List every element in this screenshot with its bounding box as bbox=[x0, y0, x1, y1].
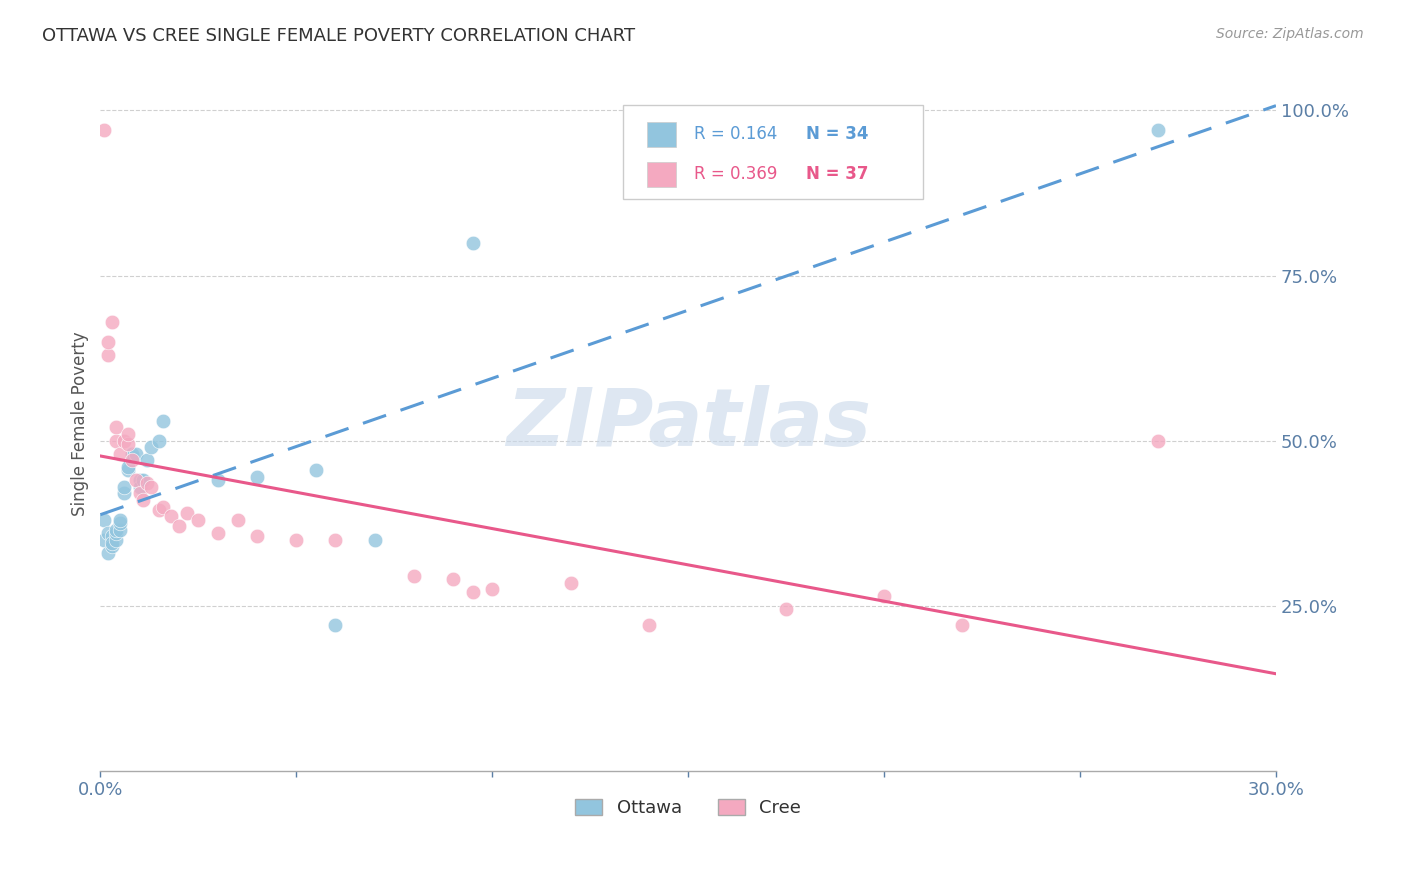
Point bbox=[441, 572, 464, 586]
Point bbox=[128, 480, 150, 494]
FancyBboxPatch shape bbox=[647, 161, 676, 186]
Point bbox=[176, 506, 198, 520]
Point bbox=[141, 480, 163, 494]
Point bbox=[132, 493, 155, 508]
Point bbox=[1147, 123, 1170, 137]
Point bbox=[117, 463, 139, 477]
Point bbox=[112, 486, 135, 500]
Point bbox=[167, 519, 190, 533]
Point bbox=[1147, 434, 1170, 448]
Text: OTTAWA VS CREE SINGLE FEMALE POVERTY CORRELATION CHART: OTTAWA VS CREE SINGLE FEMALE POVERTY COR… bbox=[42, 27, 636, 45]
Point bbox=[207, 473, 229, 487]
Point bbox=[124, 447, 146, 461]
Point bbox=[121, 450, 143, 464]
Point bbox=[775, 602, 797, 616]
Point bbox=[97, 348, 120, 362]
Point bbox=[136, 453, 159, 467]
Point bbox=[363, 533, 385, 547]
Point bbox=[285, 533, 308, 547]
Text: R = 0.164: R = 0.164 bbox=[695, 126, 778, 144]
FancyBboxPatch shape bbox=[623, 105, 924, 199]
Point bbox=[132, 473, 155, 487]
Point bbox=[97, 526, 120, 541]
Point bbox=[246, 529, 269, 543]
Point bbox=[141, 440, 163, 454]
Point bbox=[481, 582, 503, 596]
Text: ZIPatlas: ZIPatlas bbox=[506, 385, 870, 463]
Point bbox=[112, 434, 135, 448]
Point bbox=[952, 618, 974, 632]
Point bbox=[461, 235, 484, 250]
Point bbox=[638, 618, 661, 632]
Point bbox=[108, 516, 131, 530]
Point bbox=[461, 585, 484, 599]
Point bbox=[117, 427, 139, 442]
Point bbox=[124, 473, 146, 487]
Point bbox=[152, 414, 174, 428]
Point bbox=[108, 447, 131, 461]
Point bbox=[402, 569, 425, 583]
Point bbox=[187, 513, 209, 527]
Point bbox=[108, 523, 131, 537]
Point bbox=[128, 486, 150, 500]
Point bbox=[101, 529, 124, 543]
Point bbox=[148, 434, 170, 448]
Point bbox=[105, 523, 128, 537]
Point bbox=[112, 480, 135, 494]
Point bbox=[105, 533, 128, 547]
Point bbox=[105, 526, 128, 541]
Point bbox=[93, 513, 115, 527]
Point bbox=[117, 460, 139, 475]
FancyBboxPatch shape bbox=[647, 122, 676, 147]
Point bbox=[105, 420, 128, 434]
Point bbox=[207, 526, 229, 541]
Point bbox=[560, 575, 582, 590]
Text: N = 37: N = 37 bbox=[806, 165, 869, 183]
Point bbox=[101, 536, 124, 550]
Point bbox=[97, 334, 120, 349]
Point bbox=[101, 315, 124, 329]
Text: Source: ZipAtlas.com: Source: ZipAtlas.com bbox=[1216, 27, 1364, 41]
Point bbox=[325, 533, 347, 547]
Point bbox=[93, 533, 115, 547]
Point bbox=[117, 437, 139, 451]
Point bbox=[128, 473, 150, 487]
Point bbox=[97, 546, 120, 560]
Y-axis label: Single Female Poverty: Single Female Poverty bbox=[72, 332, 89, 516]
Point bbox=[873, 589, 896, 603]
Point bbox=[160, 509, 183, 524]
Point bbox=[101, 539, 124, 553]
Point bbox=[108, 513, 131, 527]
Point bbox=[136, 476, 159, 491]
Legend: Ottawa, Cree: Ottawa, Cree bbox=[568, 791, 808, 824]
Text: R = 0.369: R = 0.369 bbox=[695, 165, 778, 183]
Point bbox=[246, 470, 269, 484]
Point bbox=[121, 453, 143, 467]
Point bbox=[148, 503, 170, 517]
Point bbox=[121, 447, 143, 461]
Point bbox=[152, 500, 174, 514]
Point bbox=[93, 123, 115, 137]
Point bbox=[105, 434, 128, 448]
Point bbox=[325, 618, 347, 632]
Point bbox=[226, 513, 249, 527]
Text: N = 34: N = 34 bbox=[806, 126, 869, 144]
Point bbox=[305, 463, 328, 477]
